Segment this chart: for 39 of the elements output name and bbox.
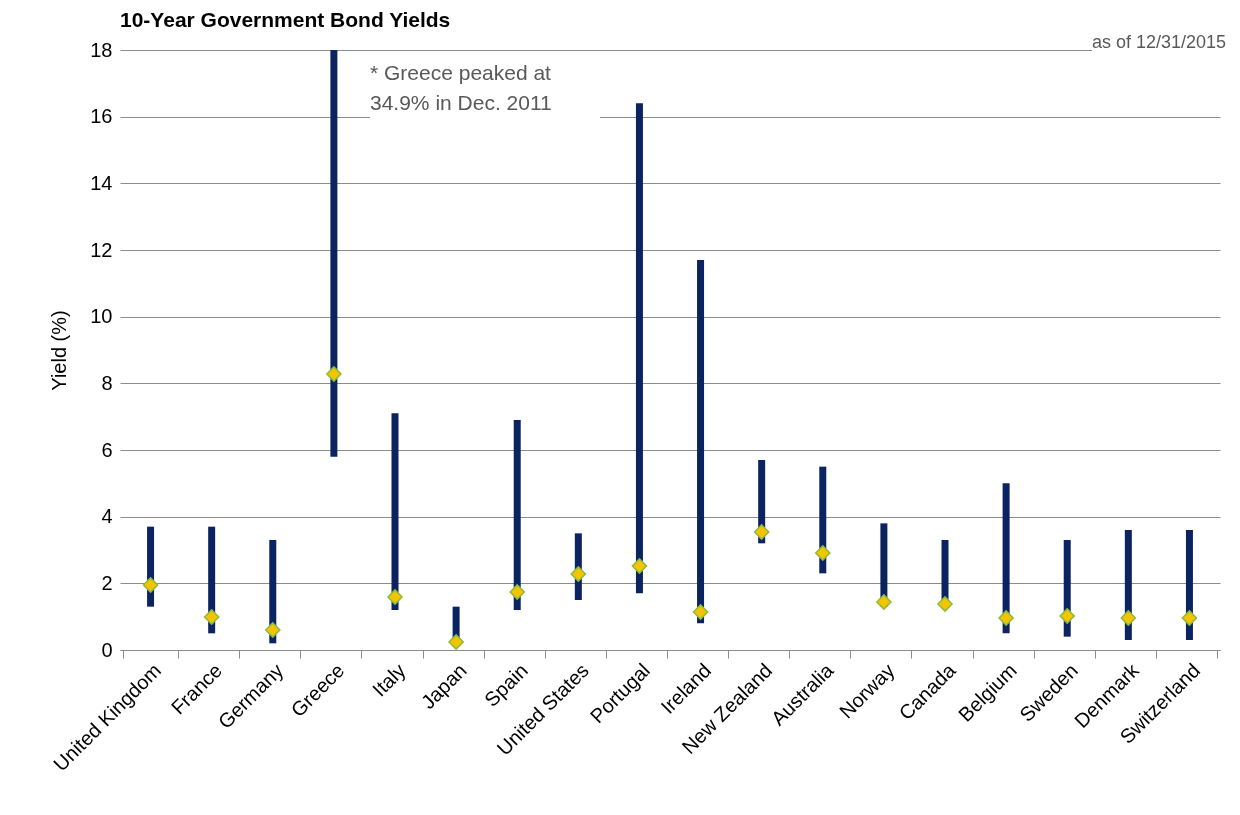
point (753, 524, 770, 540)
y-tick-label: 18 (90, 38, 113, 61)
bar (635, 103, 643, 594)
annotation: as of 12/31/2015 (1091, 32, 1226, 53)
bar (513, 420, 521, 610)
bar (1002, 483, 1010, 634)
point (509, 584, 526, 600)
point (142, 577, 159, 593)
bar (330, 50, 338, 457)
y-tick-label: 14 (90, 171, 113, 194)
point (937, 596, 953, 612)
y-tick-label: 16 (90, 105, 113, 128)
point (1181, 610, 1198, 626)
point (814, 545, 831, 561)
y-tick-label: 4 (101, 505, 113, 528)
bar (697, 260, 705, 624)
point (692, 604, 709, 620)
y-axis-title: Yield (%) (48, 310, 71, 391)
y-tick-label: 2 (101, 571, 113, 594)
point (998, 610, 1014, 626)
point (264, 622, 281, 638)
point (326, 366, 342, 382)
x-tick-label: Italy (368, 659, 410, 701)
y-tick-label: 12 (90, 238, 113, 261)
annotation: * Greece peaked at 34.9% in Dec. 2011 (370, 58, 600, 118)
bar (391, 413, 399, 610)
point (203, 609, 220, 625)
point (570, 566, 587, 582)
y-tick-label: 6 (101, 438, 113, 461)
y-tick-label: 8 (101, 371, 113, 394)
point (448, 634, 464, 650)
point (1059, 608, 1076, 624)
point (387, 589, 403, 605)
y-tick-label: 0 (101, 638, 113, 661)
point (876, 594, 892, 610)
point (1120, 610, 1137, 626)
chart-title: 10-Year Government Bond Yields (120, 8, 451, 32)
y-tick-label: 10 (90, 305, 113, 328)
point (631, 558, 648, 574)
